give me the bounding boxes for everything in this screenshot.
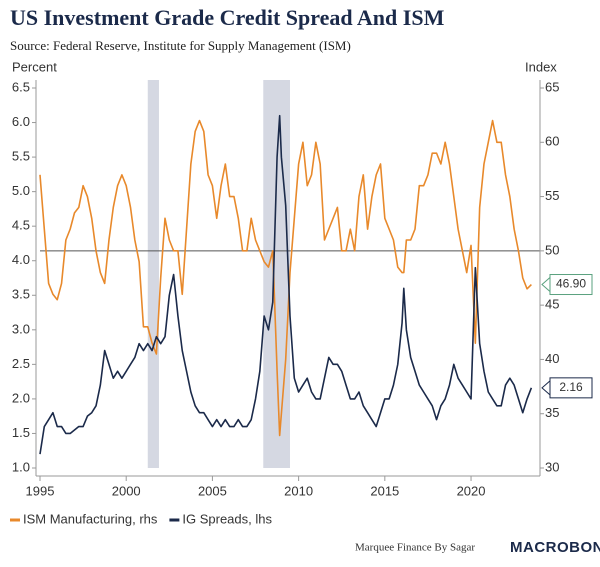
- end-label-box: [549, 274, 593, 296]
- y-tick-label: 6.0: [12, 114, 30, 129]
- recession-band: [147, 80, 159, 468]
- end-label: 2.16: [541, 377, 593, 399]
- y-tick-label: 4.5: [12, 218, 30, 233]
- end-label: 46.90: [541, 274, 593, 296]
- legend-label: IG Spreads, lhs: [182, 511, 272, 526]
- y-axis-title: Percent: [12, 59, 57, 74]
- end-label-box: [549, 377, 593, 399]
- legend-label: ISM Manufacturing, rhs: [23, 511, 158, 526]
- x-tick-label: 2000: [112, 483, 141, 498]
- end-label-text: 2.16: [559, 380, 583, 394]
- y-tick-label: 1.0: [12, 459, 30, 474]
- y-tick-label: 1.5: [12, 425, 30, 440]
- x-tick-label: 2020: [457, 483, 486, 498]
- end-label-pointer: [541, 379, 551, 396]
- chart-title: US Investment Grade Credit Spread And IS…: [10, 5, 445, 30]
- end-label-pointer: [541, 276, 551, 293]
- y2-tick-label: 40: [545, 351, 559, 366]
- y-tick-label: 5.0: [12, 183, 30, 198]
- series-line: [39, 114, 533, 455]
- recession-band: [263, 80, 290, 468]
- y2-tick-label: 45: [545, 297, 559, 312]
- brand: MACROBOND: [510, 539, 600, 556]
- x-tick-label: 2015: [370, 483, 399, 498]
- y-tick-label: 3.5: [12, 287, 30, 302]
- y-tick-label: 2.0: [12, 390, 30, 405]
- y2-tick-label: 30: [545, 459, 559, 474]
- y-tick-label: 2.5: [12, 356, 30, 371]
- y-tick-label: 6.5: [12, 79, 30, 94]
- y-tick-label: 4.0: [12, 252, 30, 267]
- y2-tick-label: 60: [545, 134, 559, 149]
- series-line: [39, 119, 532, 437]
- y2-tick-label: 35: [545, 405, 559, 420]
- y2-tick-label: 55: [545, 188, 559, 203]
- x-tick-label: 2005: [198, 483, 227, 498]
- y2-tick-label: 65: [545, 79, 559, 94]
- end-label-text: 46.90: [556, 277, 586, 291]
- y-tick-label: 5.5: [12, 149, 30, 164]
- footer: Marquee Finance By Sagar: [355, 542, 475, 554]
- y2-axis-title: Index: [525, 59, 557, 74]
- y-tick-label: 3.0: [12, 321, 30, 336]
- x-tick-label: 2010: [284, 483, 313, 498]
- y2-tick-label: 50: [545, 242, 559, 257]
- x-tick-label: 1995: [26, 483, 55, 498]
- chart-subtitle: Source: Federal Reserve, Institute for S…: [10, 38, 351, 53]
